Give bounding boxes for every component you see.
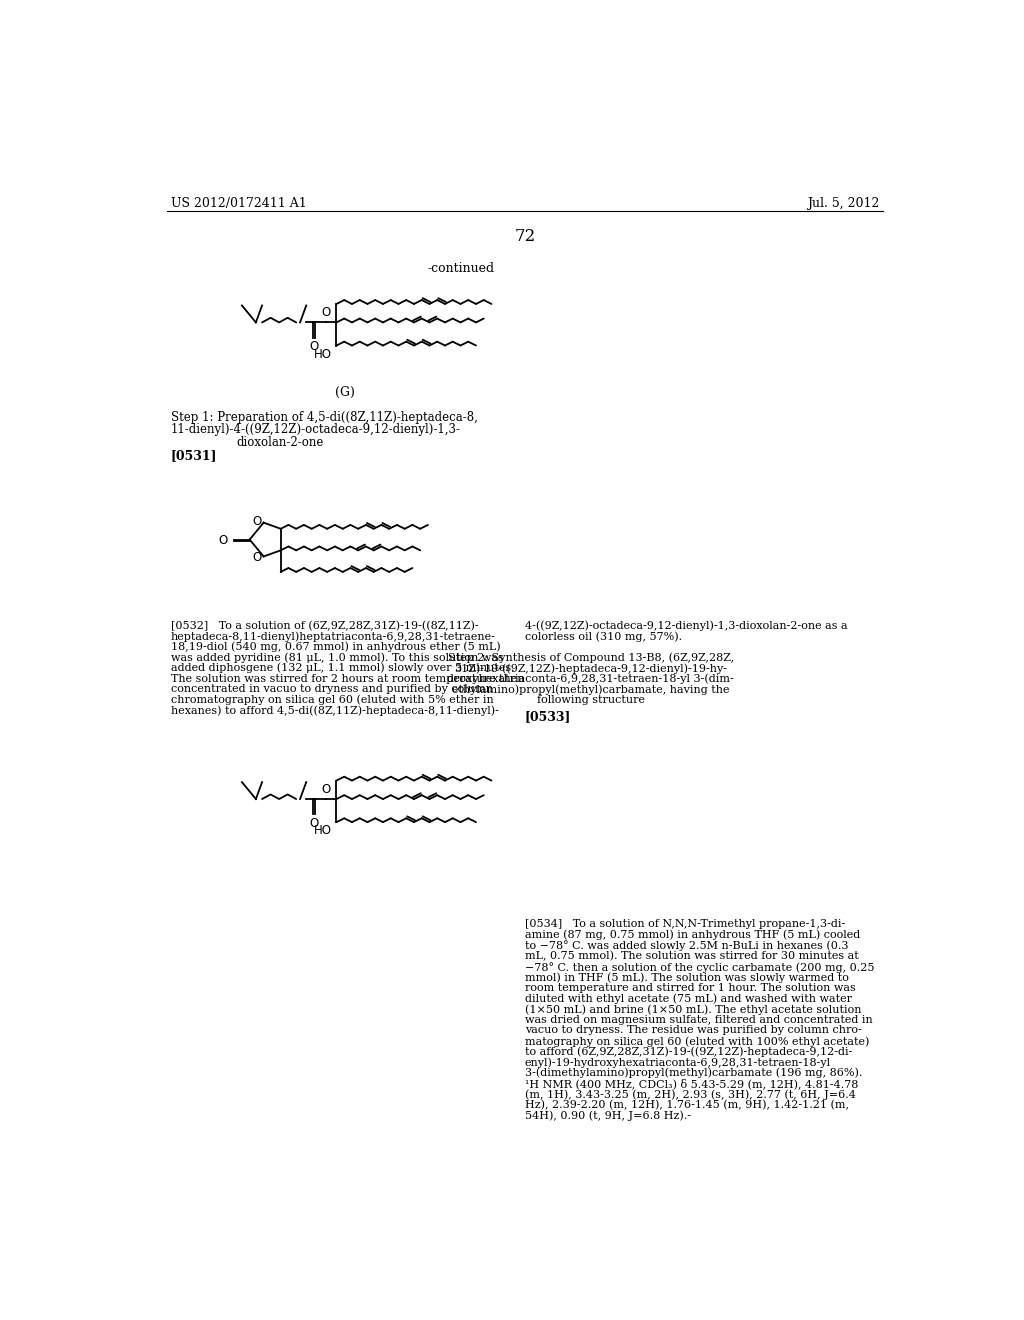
Text: O: O	[321, 306, 331, 319]
Text: Step 2: Synthesis of Compound 13-B8, (6Z,9Z,28Z,: Step 2: Synthesis of Compound 13-B8, (6Z…	[447, 652, 734, 663]
Text: room temperature and stirred for 1 hour. The solution was: room temperature and stirred for 1 hour.…	[524, 983, 855, 993]
Text: vacuo to dryness. The residue was purified by column chro-: vacuo to dryness. The residue was purifi…	[524, 1026, 861, 1035]
Text: [0534]   To a solution of N,N,N-Trimethyl propane-1,3-di-: [0534] To a solution of N,N,N-Trimethyl …	[524, 919, 845, 929]
Text: −78° C. then a solution of the cyclic carbamate (200 mg, 0.25: −78° C. then a solution of the cyclic ca…	[524, 962, 874, 973]
Text: following structure: following structure	[537, 694, 645, 705]
Text: O: O	[252, 550, 261, 564]
Text: was added pyridine (81 μL, 1.0 mmol). To this solution was: was added pyridine (81 μL, 1.0 mmol). To…	[171, 652, 504, 663]
Text: concentrated in vacuo to dryness and purified by column: concentrated in vacuo to dryness and pur…	[171, 684, 493, 694]
Text: 31Z)-19-((9Z,12Z)-heptadeca-9,12-dienyl)-19-hy-: 31Z)-19-((9Z,12Z)-heptadeca-9,12-dienyl)…	[455, 663, 727, 673]
Text: colorless oil (310 mg, 57%).: colorless oil (310 mg, 57%).	[524, 631, 682, 642]
Text: O: O	[310, 341, 319, 354]
Text: Step 1: Preparation of 4,5-di((8Z,11Z)-heptadeca-8,: Step 1: Preparation of 4,5-di((8Z,11Z)-h…	[171, 411, 477, 424]
Text: ¹H NMR (400 MHz, CDCl₃) δ 5.43-5.29 (m, 12H), 4.81-4.78: ¹H NMR (400 MHz, CDCl₃) δ 5.43-5.29 (m, …	[524, 1078, 858, 1089]
Text: added diphosgene (132 μL, 1.1 mmol) slowly over 5 minutes.: added diphosgene (132 μL, 1.1 mmol) slow…	[171, 663, 514, 673]
Text: The solution was stirred for 2 hours at room temperature then: The solution was stirred for 2 hours at …	[171, 673, 524, 684]
Text: ethylamino)propyl(methyl)carbamate, having the: ethylamino)propyl(methyl)carbamate, havi…	[452, 684, 729, 694]
Text: -continued: -continued	[428, 263, 495, 276]
Text: O: O	[219, 533, 228, 546]
Text: to afford (6Z,9Z,28Z,31Z)-19-((9Z,12Z)-heptadeca-9,12-di-: to afford (6Z,9Z,28Z,31Z)-19-((9Z,12Z)-h…	[524, 1047, 852, 1057]
Text: 4-((9Z,12Z)-octadeca-9,12-dienyl)-1,3-dioxolan-2-one as a: 4-((9Z,12Z)-octadeca-9,12-dienyl)-1,3-di…	[524, 620, 848, 631]
Text: 18,19-diol (540 mg, 0.67 mmol) in anhydrous ether (5 mL): 18,19-diol (540 mg, 0.67 mmol) in anhydr…	[171, 642, 501, 652]
Text: mL, 0.75 mmol). The solution was stirred for 30 minutes at: mL, 0.75 mmol). The solution was stirred…	[524, 950, 858, 961]
Text: [0533]: [0533]	[524, 710, 571, 723]
Text: chromatography on silica gel 60 (eluted with 5% ether in: chromatography on silica gel 60 (eluted …	[171, 694, 494, 705]
Text: mmol) in THF (5 mL). The solution was slowly warmed to: mmol) in THF (5 mL). The solution was sl…	[524, 973, 849, 983]
Text: 3-(dimethylamino)propyl(methyl)carbamate (196 mg, 86%).: 3-(dimethylamino)propyl(methyl)carbamate…	[524, 1068, 862, 1078]
Text: dioxolan-2-one: dioxolan-2-one	[237, 436, 324, 449]
Text: [0531]: [0531]	[171, 449, 217, 462]
Text: Jul. 5, 2012: Jul. 5, 2012	[807, 197, 880, 210]
Text: droxyhexatriaconta-6,9,28,31-tetraen-18-yl 3-(dim-: droxyhexatriaconta-6,9,28,31-tetraen-18-…	[447, 673, 734, 684]
Text: O: O	[310, 817, 319, 830]
Text: O: O	[252, 515, 261, 528]
Text: diluted with ethyl acetate (75 mL) and washed with water: diluted with ethyl acetate (75 mL) and w…	[524, 994, 852, 1005]
Text: HO: HO	[313, 348, 332, 360]
Text: 54H), 0.90 (t, 9H, J=6.8 Hz).-: 54H), 0.90 (t, 9H, J=6.8 Hz).-	[524, 1110, 691, 1121]
Text: hexanes) to afford 4,5-di((8Z,11Z)-heptadeca-8,11-dienyl)-: hexanes) to afford 4,5-di((8Z,11Z)-hepta…	[171, 705, 499, 715]
Text: 72: 72	[514, 227, 536, 244]
Text: O: O	[321, 783, 331, 796]
Text: 11-dienyl)-4-((9Z,12Z)-octadeca-9,12-dienyl)-1,3-: 11-dienyl)-4-((9Z,12Z)-octadeca-9,12-die…	[171, 424, 461, 437]
Text: (m, 1H), 3.43-3.25 (m, 2H), 2.93 (s, 3H), 2.77 (t, 6H, J=6.4: (m, 1H), 3.43-3.25 (m, 2H), 2.93 (s, 3H)…	[524, 1089, 856, 1100]
Text: amine (87 mg, 0.75 mmol) in anhydrous THF (5 mL) cooled: amine (87 mg, 0.75 mmol) in anhydrous TH…	[524, 929, 860, 940]
Text: (1×50 mL) and brine (1×50 mL). The ethyl acetate solution: (1×50 mL) and brine (1×50 mL). The ethyl…	[524, 1005, 861, 1015]
Text: enyl)-19-hydroxyhexatriaconta-6,9,28,31-tetraen-18-yl: enyl)-19-hydroxyhexatriaconta-6,9,28,31-…	[524, 1057, 830, 1068]
Text: Hz), 2.39-2.20 (m, 12H), 1.76-1.45 (m, 9H), 1.42-1.21 (m,: Hz), 2.39-2.20 (m, 12H), 1.76-1.45 (m, 9…	[524, 1100, 849, 1110]
Text: matography on silica gel 60 (eluted with 100% ethyl acetate): matography on silica gel 60 (eluted with…	[524, 1036, 869, 1047]
Text: to −78° C. was added slowly 2.5M n-BuLi in hexanes (0.3: to −78° C. was added slowly 2.5M n-BuLi …	[524, 940, 848, 952]
Text: heptadeca-8,11-dienyl)heptatriaconta-6,9,28,31-tetraene-: heptadeca-8,11-dienyl)heptatriaconta-6,9…	[171, 631, 496, 642]
Text: (G): (G)	[335, 385, 355, 399]
Text: was dried on magnesium sulfate, filtered and concentrated in: was dried on magnesium sulfate, filtered…	[524, 1015, 872, 1024]
Text: HO: HO	[313, 825, 332, 837]
Text: US 2012/0172411 A1: US 2012/0172411 A1	[171, 197, 306, 210]
Text: [0532]   To a solution of (6Z,9Z,28Z,31Z)-19-((8Z,11Z)-: [0532] To a solution of (6Z,9Z,28Z,31Z)-…	[171, 620, 478, 631]
